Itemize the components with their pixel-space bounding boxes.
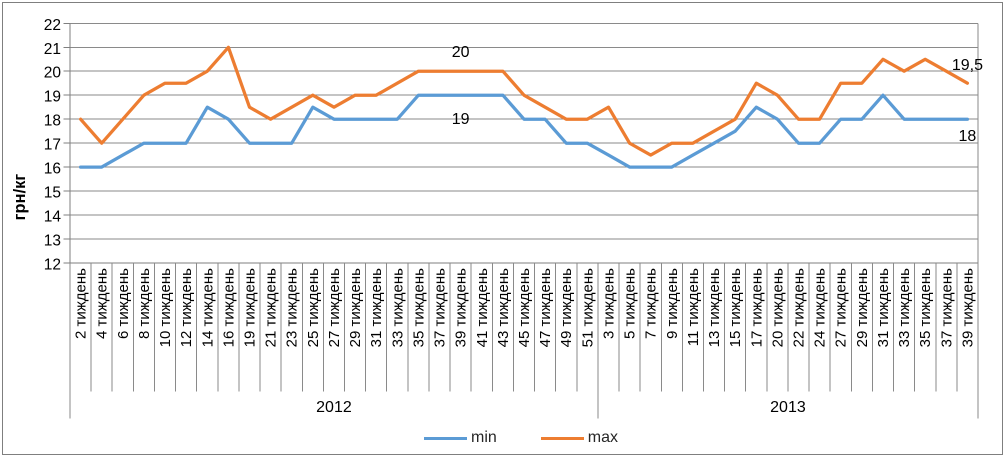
x-tick-label: 27 тиждень	[326, 268, 343, 348]
x-tick-label: 47 тиждень	[537, 268, 554, 348]
year-label-2012: 2012	[316, 399, 352, 416]
x-tick-label: 17 тиждень	[748, 268, 765, 348]
y-tick-label: 14	[44, 209, 62, 226]
x-tick-label: 35 тиждень	[410, 268, 427, 348]
x-tick-label: 10 тиждень	[157, 268, 174, 348]
year-label-2013: 2013	[770, 399, 806, 416]
x-tick-label: 13 тиждень	[706, 268, 723, 348]
data-label-18: 18	[959, 128, 977, 145]
x-tick-label: 7 тиждень	[643, 268, 660, 339]
y-tick-label: 12	[44, 257, 61, 274]
x-tick-label: 4 тиждень	[94, 268, 111, 339]
y-tick-label: 21	[44, 41, 61, 58]
x-tick-label: 51 тиждень	[579, 268, 596, 348]
x-tick-label: 33 тиждень	[389, 268, 406, 348]
legend-item-max[interactable]: max	[540, 428, 619, 448]
x-tick-label: 22 тиждень	[791, 268, 808, 348]
x-tick-label: 37 тиждень	[432, 268, 449, 348]
min-series-line[interactable]	[78, 93, 970, 169]
x-tick-label: 45 тиждень	[516, 268, 533, 348]
x-tick-label: 24 тиждень	[812, 268, 829, 348]
y-tick-label: 22	[44, 17, 61, 34]
x-tick-label: 41 тиждень	[474, 268, 491, 348]
data-label-19,5: 19,5	[952, 57, 983, 74]
x-tick-label: 39 тиждень	[959, 268, 976, 348]
x-tick-label: 23 тиждень	[284, 268, 301, 348]
y-axis-title: грн/кг	[11, 174, 29, 221]
x-tick-label: 15 тиждень	[727, 268, 744, 348]
y-tick-label: 15	[44, 185, 61, 202]
max-line-swatch	[540, 436, 584, 440]
x-tick-label: 14 тиждень	[199, 268, 216, 348]
x-tick-label: 12 тиждень	[178, 268, 195, 348]
x-tick-label: 20 тиждень	[769, 268, 786, 348]
x-tick-label: 25 тиждень	[305, 268, 322, 348]
x-tick-label: 31 тиждень	[368, 268, 385, 348]
y-tick-label: 17	[44, 137, 61, 154]
x-tick-label: 16 тиждень	[220, 268, 237, 348]
x-tick-label: 21 тиждень	[263, 268, 280, 348]
y-tick-label: 18	[44, 113, 61, 130]
data-label-19: 19	[452, 111, 470, 128]
min-line-swatch	[424, 436, 467, 440]
legend-label-min: min	[471, 429, 497, 446]
x-tick-label: 31 тиждень	[875, 268, 892, 348]
x-tick-label: 2 тиждень	[73, 268, 90, 339]
data-label-20: 20	[452, 44, 470, 61]
x-tick-label: 35 тиждень	[917, 268, 934, 348]
y-tick-label: 13	[44, 233, 61, 250]
y-tick-label: 16	[44, 161, 61, 178]
legend: min max	[424, 428, 618, 448]
x-tick-label: 27 тиждень	[833, 268, 850, 348]
x-tick-label: 39 тиждень	[453, 268, 470, 348]
x-tick-label: 8 тиждень	[136, 268, 153, 339]
x-tick-label: 33 тиждень	[896, 268, 913, 348]
x-tick-label: 11 тиждень	[685, 268, 702, 346]
x-tick-label: 29 тиждень	[347, 268, 364, 348]
y-tick-label: 20	[44, 65, 62, 82]
x-tick-label: 37 тиждень	[938, 268, 955, 348]
legend-item-min[interactable]: min	[424, 428, 497, 448]
x-tick-label: 9 тиждень	[664, 268, 681, 339]
y-tick-label: 19	[44, 89, 61, 106]
legend-label-max: max	[587, 429, 619, 446]
x-tick-label: 49 тиждень	[558, 268, 575, 348]
x-tick-label: 19 тиждень	[241, 268, 258, 348]
x-tick-label: 3 тиждень	[600, 268, 617, 339]
max-series-line[interactable]	[78, 45, 970, 157]
x-tick-label: 5 тиждень	[622, 268, 639, 339]
x-tick-label: 29 тиждень	[854, 268, 871, 348]
x-tick-label: 43 тиждень	[495, 268, 512, 348]
x-tick-label: 6 тиждень	[115, 268, 132, 339]
